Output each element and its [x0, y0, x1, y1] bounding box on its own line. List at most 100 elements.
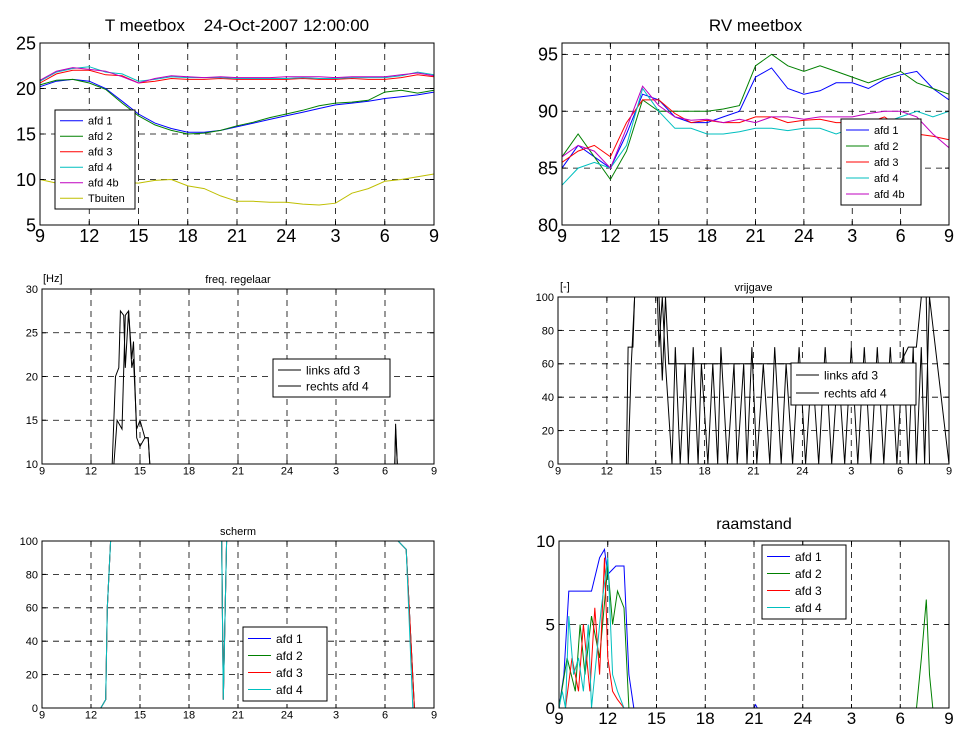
x-tick-label: 15: [134, 709, 146, 721]
x-tick-label: 3: [330, 226, 340, 246]
chart-title: freq. regelaar: [205, 274, 271, 286]
x-tick-label: 24: [281, 709, 293, 721]
y-tick-label: 0: [32, 703, 38, 715]
x-tick-label: 12: [79, 226, 99, 246]
x-tick-label: 3: [333, 465, 339, 477]
x-tick-label: 9: [39, 465, 45, 477]
legend-label: afd 2: [874, 141, 898, 153]
x-tick-label: 15: [128, 226, 148, 246]
x-tick-label: 9: [431, 709, 437, 721]
y-tick-label: 5: [26, 215, 36, 235]
x-tick-label: 15: [134, 465, 146, 477]
chart-panel-1: 9 12 15 18 21 24 3 6 980859095RV meetboxafd 1afd…: [538, 16, 954, 246]
y-tick-label: 30: [26, 284, 38, 296]
legend-label: afd 4: [88, 162, 112, 174]
x-tick-label: 21: [747, 465, 759, 477]
y-tick-label: 0: [546, 699, 555, 718]
y-tick-label: 85: [538, 158, 558, 178]
y-tick-label: 20: [542, 425, 554, 437]
x-tick-label: 18: [696, 709, 715, 728]
chart-title: T meetbox 24-Oct-2007 12:00:00: [105, 16, 369, 35]
y-tick-label: 100: [536, 292, 554, 304]
legend-label: afd 2: [276, 649, 303, 663]
chart-title: vrijgave: [735, 282, 773, 294]
x-tick-label: 9: [35, 226, 45, 246]
x-tick-label: 12: [600, 226, 620, 246]
legend-label: afd 1: [874, 125, 898, 137]
legend-label: afd 1: [276, 632, 303, 646]
x-tick-label: 6: [896, 709, 905, 728]
x-tick-label: 3: [848, 465, 854, 477]
y-tick-label: 20: [16, 79, 36, 99]
y-tick-label: 5: [546, 615, 555, 634]
legend-label: afd 4b: [874, 189, 905, 201]
x-tick-label: 24: [796, 465, 808, 477]
legend-label: rechts afd 4: [824, 386, 887, 400]
x-tick-label: 9: [944, 226, 954, 246]
legend-label: afd 4: [874, 173, 898, 185]
legend-label: links afd 3: [306, 363, 360, 377]
x-tick-label: 6: [380, 226, 390, 246]
legend-label: afd 3: [88, 147, 112, 159]
legend: afd 1 afd 2 afd 3 afd 4 afd 4b: [841, 119, 921, 205]
x-tick-label: 6: [897, 465, 903, 477]
legend-label: afd 3: [874, 157, 898, 169]
legend-label: Tbuiten: [88, 193, 125, 205]
x-tick-label: 21: [227, 226, 247, 246]
x-tick-label: 12: [85, 465, 97, 477]
x-tick-label: 9: [946, 465, 952, 477]
x-tick-label: 9: [431, 465, 437, 477]
y-tick-label: 15: [26, 415, 38, 427]
legend: afd 1 afd 2 afd 3 afd 4: [243, 627, 327, 701]
x-tick-label: 15: [650, 465, 662, 477]
x-tick-label: 9: [944, 709, 953, 728]
y-tick-label: 80: [538, 215, 558, 235]
x-tick-label: 6: [382, 709, 388, 721]
y-tick-label: 60: [26, 603, 38, 615]
legend: afd 1 afd 2 afd 3 afd 4: [762, 545, 846, 619]
legend: links afd 3 rechts afd 4: [273, 359, 390, 397]
x-tick-label: 18: [699, 465, 711, 477]
x-tick-label: 12: [85, 709, 97, 721]
x-tick-label: 18: [178, 226, 198, 246]
x-tick-label: 24: [793, 709, 812, 728]
legend-label: afd 4: [795, 601, 822, 615]
chart-panel-3: 9 12 15 18 21 24 3 6 9020406080100vrijgave[-]lin…: [536, 281, 952, 477]
y-tick-label: 10: [26, 459, 38, 471]
y-tick-label: 25: [26, 328, 38, 340]
x-tick-label: 9: [554, 709, 563, 728]
x-tick-label: 12: [601, 465, 613, 477]
x-tick-label: 21: [745, 226, 765, 246]
y-tick-label: 40: [542, 392, 554, 404]
x-tick-label: 9: [429, 226, 439, 246]
x-tick-label: 21: [232, 465, 244, 477]
x-tick-label: 9: [555, 465, 561, 477]
chart-title: RV meetbox: [709, 16, 803, 35]
y-tick-label: 80: [26, 569, 38, 581]
chart-panel-2: 9 12 15 18 21 24 3 6 91015202530freq. regelaar[H…: [26, 273, 437, 477]
y-tick-label: 95: [538, 45, 558, 65]
x-tick-label: 24: [281, 465, 293, 477]
y-tick-label: 100: [20, 536, 38, 548]
x-tick-label: 6: [896, 226, 906, 246]
x-tick-label: 18: [697, 226, 717, 246]
y-tick-label: 10: [16, 170, 36, 190]
x-tick-label: 3: [333, 709, 339, 721]
x-tick-label: 12: [598, 709, 617, 728]
legend-label: links afd 3: [824, 368, 878, 382]
x-tick-label: 18: [183, 709, 195, 721]
legend-label: afd 1: [88, 116, 112, 128]
y-tick-label: 80: [542, 325, 554, 337]
x-tick-label: 9: [557, 226, 567, 246]
legend-label: rechts afd 4: [306, 379, 369, 393]
legend-label: afd 4b: [88, 178, 119, 190]
legend: links afd 3 rechts afd 4: [791, 363, 916, 405]
y-tick-label: 40: [26, 636, 38, 648]
x-tick-label: 21: [745, 709, 764, 728]
x-tick-label: 3: [847, 709, 856, 728]
legend-label: afd 2: [88, 131, 112, 143]
